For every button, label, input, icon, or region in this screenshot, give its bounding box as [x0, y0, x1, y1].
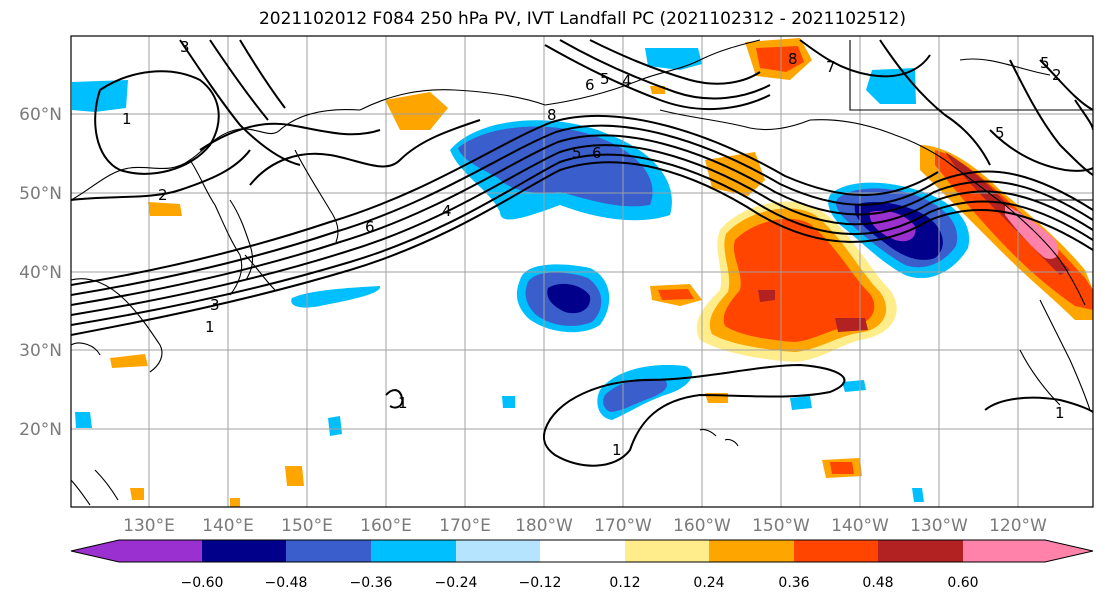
contour-label-6c: 6	[585, 76, 595, 94]
colorbar-tick-label: 0.60	[947, 575, 978, 591]
colorbar-outline	[70, 539, 1094, 563]
colorbar-tick-label: −0.60	[181, 575, 224, 591]
lon-label-130w: 130°W	[910, 516, 968, 536]
contour-label-5b: 5	[600, 70, 610, 88]
longitude-labels: 130°E 140°E 150°E 160°E 170°E 180°W 170°…	[123, 516, 1047, 536]
colorbar-tick-label: 0.36	[778, 575, 809, 591]
lon-label-160e: 160°E	[360, 516, 412, 536]
lat-label-60: 60°N	[19, 105, 62, 125]
contour-label-4b: 4	[622, 72, 632, 90]
contour-label-3b: 3	[210, 296, 220, 314]
lon-label-140e: 140°E	[202, 516, 254, 536]
colorbar-segment	[456, 540, 540, 562]
colorbar-segment	[286, 540, 371, 562]
colorbar-tick-label: −0.24	[435, 575, 478, 591]
lon-label-150w: 150°W	[752, 516, 810, 536]
contour-label-5d: 5	[995, 124, 1005, 142]
contour-label-3a: 3	[180, 38, 190, 56]
lon-label-120w: 120°W	[989, 516, 1047, 536]
colorbar-segment	[71, 540, 202, 562]
colorbar-segment	[625, 540, 709, 562]
lon-label-150e: 150°E	[281, 516, 333, 536]
contour-label-1e: 1	[398, 394, 408, 412]
lat-label-50: 50°N	[19, 184, 62, 204]
contour-labels: 1 2 3 1 3 6 4 8 5 6 6 5 4 8 7 5 2 5 1 1 …	[122, 38, 1065, 459]
graticule	[71, 36, 1093, 507]
colorbar-segment	[963, 540, 1093, 562]
colorbar-segment	[540, 540, 625, 562]
lon-label-170e: 170°E	[439, 516, 491, 536]
contour-label-1d: 1	[612, 441, 622, 459]
latitude-labels: 60°N 50°N 40°N 30°N 20°N	[19, 105, 62, 440]
lat-label-20: 20°N	[19, 420, 62, 440]
lon-label-160w: 160°W	[673, 516, 731, 536]
contour-label-6b: 6	[592, 144, 602, 162]
colorbar-tick-label: 0.24	[693, 575, 724, 591]
colorbar-tick-label: −0.36	[350, 575, 393, 591]
colorbar-segment	[878, 540, 963, 562]
contour-label-6a: 6	[365, 218, 375, 236]
colorbar-ticks: −0.60 −0.48 −0.36 −0.24 −0.12 0.12 0.24 …	[181, 575, 979, 591]
colorbar-tick-label: 0.48	[862, 575, 893, 591]
contour-label-1b: 1	[205, 318, 215, 336]
pv-contours	[71, 39, 1093, 467]
colorbar	[70, 539, 1094, 563]
contour-label-5a: 5	[572, 144, 582, 162]
contour-label-7a: 7	[826, 58, 836, 76]
lat-label-40: 40°N	[19, 263, 62, 283]
colorbar-segment	[709, 540, 794, 562]
lat-label-30: 30°N	[19, 341, 62, 361]
colorbar-tick-label: 0.12	[609, 575, 640, 591]
map-title: 2021102012 F084 250 hPa PV, IVT Landfall…	[258, 9, 906, 29]
contour-label-1a: 1	[122, 110, 132, 128]
colorbar-segment	[794, 540, 878, 562]
positive-anomaly-fills	[110, 38, 1093, 507]
contour-label-8a: 8	[547, 106, 557, 124]
contour-label-4a: 4	[442, 202, 452, 220]
colorbar-tick-label: −0.48	[265, 575, 308, 591]
contour-label-8b: 8	[788, 50, 798, 68]
colorbar-segment	[371, 540, 456, 562]
contour-label-2b: 2	[1052, 66, 1062, 84]
lon-label-130e: 130°E	[123, 516, 175, 536]
contour-label-5c: 5	[1040, 54, 1050, 72]
lon-label-140w: 140°W	[831, 516, 889, 536]
map-frame	[70, 35, 1094, 508]
contour-label-2a: 2	[158, 186, 168, 204]
lon-label-180w: 180°W	[515, 516, 573, 536]
colorbar-tick-label: −0.12	[519, 575, 562, 591]
contour-label-1c: 1	[1055, 404, 1065, 422]
colorbar-segment	[202, 540, 286, 562]
lon-label-170w: 170°W	[594, 516, 652, 536]
